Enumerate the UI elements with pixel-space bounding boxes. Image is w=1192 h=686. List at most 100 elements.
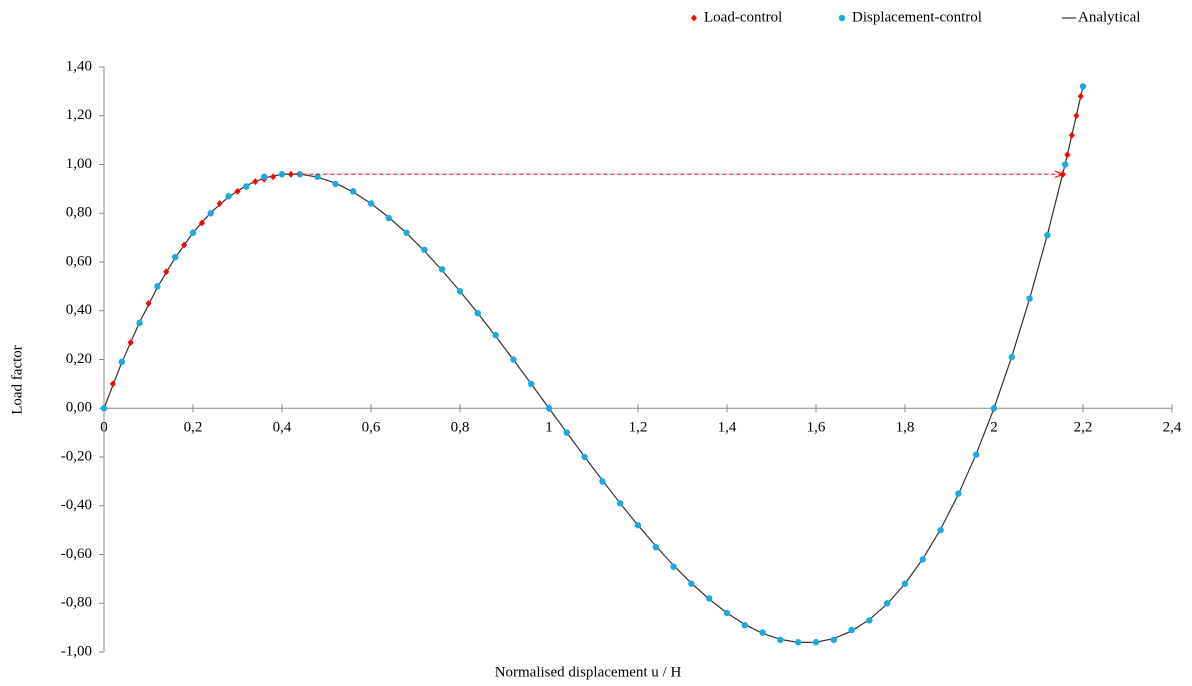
displacement-control-point	[350, 188, 357, 195]
load-control-point	[127, 338, 134, 346]
x-tick-label: 0,4	[273, 420, 292, 436]
displacement-control-point	[777, 636, 784, 644]
x-tick-label: 1,8	[896, 420, 915, 436]
x-tick-label: 0,8	[451, 420, 470, 436]
displacement-control-point	[314, 173, 321, 180]
displacement-control-point	[795, 639, 802, 646]
load-control-point	[1077, 92, 1084, 100]
y-tick-label: 1,20	[66, 107, 92, 123]
displacement-control-point	[510, 356, 517, 363]
x-tick-label: 2	[990, 420, 998, 436]
displacement-control-point	[100, 405, 108, 412]
displacement-control-point	[1026, 295, 1033, 302]
displacement-control-point	[332, 180, 339, 188]
displacement-control-point	[261, 173, 268, 180]
load-control-point	[1064, 151, 1071, 159]
displacement-control-point	[439, 266, 446, 273]
y-tick-label: -0,80	[61, 595, 92, 611]
load-control-point	[1073, 112, 1080, 120]
legend-marker	[838, 14, 846, 22]
load-control-point	[216, 200, 223, 207]
load-control-point	[198, 219, 205, 227]
y-tick-label: 0,60	[66, 253, 92, 269]
x-tick-label: 1,2	[629, 420, 648, 436]
y-tick-label: -0,20	[61, 448, 92, 464]
y-tick-label: -0,60	[61, 546, 92, 562]
load-control-point	[270, 173, 277, 181]
load-control-point	[181, 241, 188, 249]
load-control-point	[287, 170, 294, 178]
displacement-control-point	[955, 490, 962, 497]
load-control-point	[252, 178, 259, 186]
load-control-point	[145, 299, 152, 307]
y-axis-label: Load factor	[9, 345, 25, 415]
displacement-control-point	[973, 451, 980, 458]
displacement-control-point	[118, 358, 126, 366]
displacement-control-point	[421, 246, 428, 254]
x-tick-label: 0	[100, 420, 108, 436]
displacement-control-point	[136, 319, 143, 327]
displacement-control-point	[812, 639, 820, 646]
displacement-control-point	[545, 405, 553, 412]
displacement-control-point	[581, 453, 588, 461]
displacement-control-point	[172, 253, 179, 261]
displacement-control-point	[901, 580, 909, 587]
displacement-control-point	[1044, 231, 1051, 239]
displacement-control-point	[990, 405, 998, 412]
displacement-control-point	[848, 626, 855, 634]
y-tick-label: -1,00	[61, 643, 92, 659]
displacement-control-point	[403, 229, 410, 236]
y-tick-label: 1,00	[66, 156, 92, 172]
x-tick-label: 0,6	[362, 420, 381, 436]
y-tick-label: 0,80	[66, 205, 92, 221]
displacement-control-point	[385, 214, 392, 222]
displacement-control-point	[599, 478, 606, 485]
displacement-control-point	[456, 288, 464, 295]
legend-label: Displacement-control	[852, 9, 982, 25]
displacement-control-point	[866, 617, 873, 624]
displacement-control-point	[296, 171, 303, 178]
displacement-control-point	[1008, 353, 1015, 361]
y-tick-label: 0,40	[66, 302, 92, 318]
displacement-control-point	[634, 522, 642, 529]
displacement-control-point	[243, 183, 250, 190]
displacement-control-point	[563, 429, 570, 436]
load-control-point	[234, 187, 241, 195]
displacement-control-point	[528, 380, 535, 388]
displacement-control-point	[189, 229, 197, 236]
displacement-control-point	[474, 309, 481, 317]
displacement-control-point	[367, 200, 375, 207]
displacement-control-point	[884, 600, 891, 607]
displacement-control-point	[759, 629, 766, 636]
displacement-control-point	[492, 331, 499, 339]
displacement-control-point	[278, 171, 286, 178]
analytical-line	[103, 86, 1084, 644]
displacement-control-point	[741, 621, 748, 629]
x-tick-label: 2,4	[1163, 420, 1182, 436]
displacement-control-point	[154, 283, 161, 290]
x-tick-label: 2,2	[1074, 420, 1093, 436]
displacement-control-point	[688, 580, 695, 587]
displacement-control-point	[1079, 83, 1087, 90]
legend-label: Analytical	[1078, 9, 1140, 25]
y-tick-label: 1,40	[66, 58, 92, 74]
y-tick-label: 0,20	[66, 351, 92, 367]
y-tick-label: -0,40	[61, 497, 92, 513]
x-tick-label: 0,2	[184, 420, 203, 436]
x-tick-label: 1,4	[718, 420, 737, 436]
displacement-control-point	[1062, 161, 1069, 168]
displacement-control-point	[830, 636, 837, 644]
legend-marker	[691, 14, 697, 22]
displacement-control-point	[723, 609, 731, 617]
y-tick-label: 0,00	[66, 400, 92, 416]
displacement-control-point	[937, 526, 944, 534]
x-tick-label: 1,6	[807, 420, 826, 436]
displacement-control-point	[919, 556, 926, 563]
load-control-point	[163, 268, 170, 276]
displacement-control-point	[617, 500, 624, 507]
displacement-control-point	[652, 543, 659, 551]
x-tick-label: 1	[545, 420, 553, 436]
displacement-control-point	[207, 210, 214, 217]
